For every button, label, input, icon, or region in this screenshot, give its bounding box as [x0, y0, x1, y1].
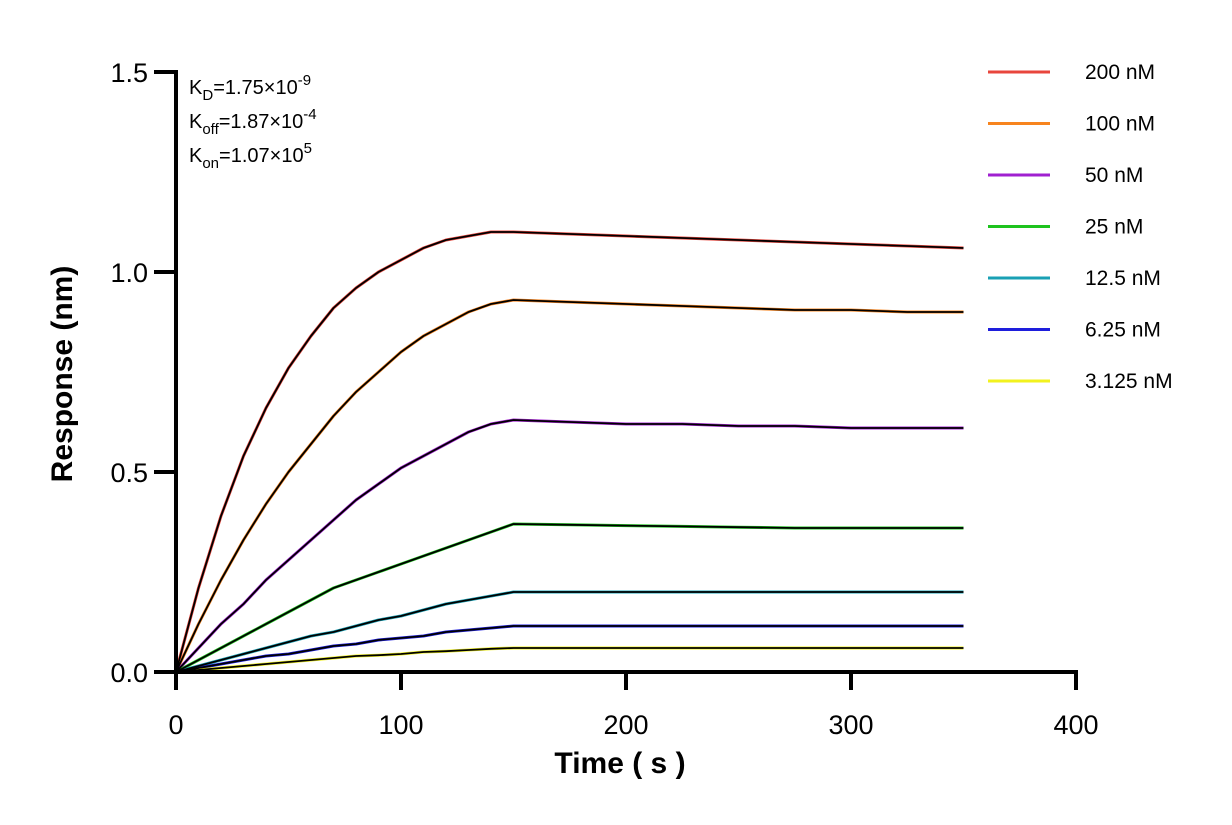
series-line-50-nm: [174, 418, 964, 674]
legend-label: 25 nM: [1085, 216, 1143, 239]
y-tick-label: 0.0: [110, 658, 148, 688]
y-axis-title: Response (nm): [46, 266, 79, 483]
legend-label: 100 nM: [1085, 113, 1155, 136]
fit-line: [175, 625, 964, 673]
legend-label: 6.25 nM: [1085, 319, 1161, 342]
kinetic-constant: Koff=1.87×10-4: [189, 106, 317, 138]
x-tick-label: 200: [603, 710, 648, 740]
series-line-100-nm: [174, 298, 964, 673]
x-tick-label: 0: [168, 710, 183, 740]
ticks: 0 100 200 300 400 0.0 0.5 1.0 1.5: [110, 58, 1098, 740]
fit-line: [175, 299, 964, 673]
fit-line: [175, 231, 964, 673]
fit-line: [175, 419, 964, 673]
fit-line: [175, 523, 964, 673]
series-line-200-nm: [174, 230, 964, 673]
kinetic-constant: Kon=1.07×105: [189, 140, 312, 172]
fit-line: [175, 647, 964, 673]
x-tick-label: 300: [828, 710, 873, 740]
legend-label: 3.125 nM: [1085, 370, 1173, 393]
legend: 200 nM 100 nM 50 nM 25 nM 12.5 nM 6.25 nM 3.12…: [988, 61, 1173, 393]
kinetic-constant: KD=1.75×10-9: [189, 72, 311, 104]
series-line-25-nm: [175, 522, 964, 674]
plot-area: [174, 230, 964, 674]
y-tick-label: 1.0: [110, 258, 148, 288]
y-tick-label: 1.5: [110, 58, 148, 88]
fit-line: [175, 591, 964, 673]
x-tick-label: 400: [1053, 710, 1098, 740]
y-tick-label: 0.5: [110, 458, 148, 488]
legend-label: 200 nM: [1085, 61, 1155, 84]
axes: [174, 70, 1078, 674]
legend-label: 12.5 nM: [1085, 267, 1161, 290]
legend-label: 50 nM: [1085, 164, 1143, 187]
x-tick-label: 100: [378, 710, 423, 740]
x-axis-title: Time ( s ): [554, 747, 685, 780]
